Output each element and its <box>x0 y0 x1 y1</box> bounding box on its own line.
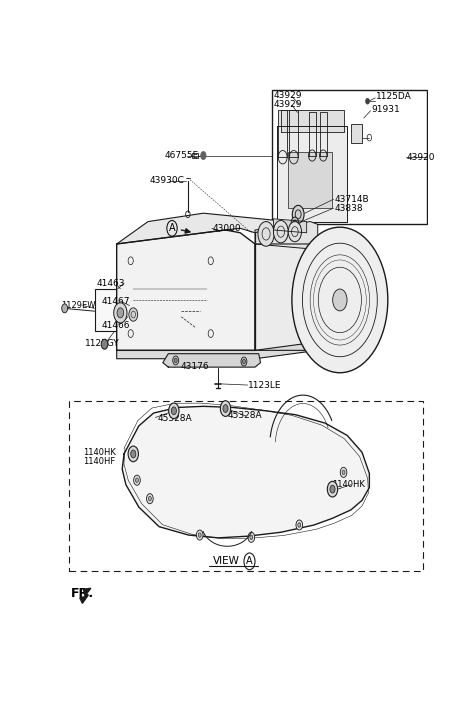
Text: 1123GY: 1123GY <box>85 339 119 348</box>
Text: 43930C: 43930C <box>150 176 185 185</box>
Text: 43000: 43000 <box>213 224 241 233</box>
Circle shape <box>129 308 138 321</box>
Circle shape <box>296 520 303 530</box>
Circle shape <box>198 533 201 537</box>
Polygon shape <box>281 110 344 132</box>
Text: 43176: 43176 <box>180 361 209 371</box>
Circle shape <box>291 217 298 228</box>
Bar <box>192 153 198 158</box>
Circle shape <box>220 401 231 417</box>
Text: 43920: 43920 <box>407 153 435 161</box>
Circle shape <box>330 485 335 493</box>
Circle shape <box>340 467 347 478</box>
Text: 43929: 43929 <box>273 91 302 100</box>
Text: 41466: 41466 <box>102 321 130 329</box>
Polygon shape <box>117 230 255 350</box>
Bar <box>95 289 181 331</box>
Bar <box>288 152 332 208</box>
Circle shape <box>241 357 247 366</box>
Circle shape <box>197 530 203 540</box>
Text: 41463: 41463 <box>96 278 125 288</box>
Text: 1125DA: 1125DA <box>376 92 412 101</box>
Circle shape <box>248 532 255 542</box>
Text: 1140HK: 1140HK <box>83 448 116 457</box>
Circle shape <box>366 98 369 104</box>
Text: VIEW: VIEW <box>213 556 239 566</box>
Circle shape <box>136 478 139 483</box>
Polygon shape <box>117 213 296 244</box>
Circle shape <box>333 289 347 311</box>
Bar <box>133 284 200 322</box>
Polygon shape <box>319 113 327 156</box>
Circle shape <box>250 535 253 539</box>
Circle shape <box>101 339 108 349</box>
Circle shape <box>223 405 228 412</box>
Text: A: A <box>246 556 253 566</box>
Circle shape <box>147 494 153 504</box>
Circle shape <box>342 470 345 475</box>
Polygon shape <box>273 219 307 233</box>
Circle shape <box>258 222 274 246</box>
Circle shape <box>171 407 177 414</box>
Circle shape <box>327 481 337 497</box>
Circle shape <box>128 446 139 462</box>
Polygon shape <box>255 244 318 350</box>
Circle shape <box>242 359 246 364</box>
Circle shape <box>117 308 124 318</box>
Text: 43714B: 43714B <box>334 195 369 204</box>
Circle shape <box>174 358 177 363</box>
Bar <box>69 401 423 571</box>
Circle shape <box>131 450 136 458</box>
Circle shape <box>173 356 178 365</box>
Polygon shape <box>122 406 369 538</box>
Circle shape <box>201 152 206 159</box>
Text: 43838: 43838 <box>334 204 363 213</box>
Circle shape <box>134 475 140 485</box>
Polygon shape <box>80 588 91 603</box>
Text: 1140HF: 1140HF <box>83 457 116 466</box>
Circle shape <box>292 227 388 373</box>
Circle shape <box>169 403 179 419</box>
Text: 43929: 43929 <box>273 100 302 108</box>
Circle shape <box>114 302 127 323</box>
Polygon shape <box>255 222 318 249</box>
Text: FR.: FR. <box>70 587 94 601</box>
Text: 45328A: 45328A <box>157 414 192 423</box>
Polygon shape <box>278 110 287 157</box>
Bar <box>351 124 362 143</box>
Text: 1140HK: 1140HK <box>333 481 366 489</box>
Text: 1129EW: 1129EW <box>61 301 96 310</box>
Text: 46755E: 46755E <box>165 151 199 160</box>
Polygon shape <box>308 113 316 156</box>
Polygon shape <box>163 354 260 367</box>
Text: 91931: 91931 <box>371 105 400 114</box>
Polygon shape <box>117 342 318 358</box>
Polygon shape <box>277 126 347 222</box>
Text: A: A <box>169 223 175 233</box>
Circle shape <box>274 220 288 243</box>
Circle shape <box>149 497 151 501</box>
Text: 41467: 41467 <box>102 297 130 305</box>
Circle shape <box>62 304 68 313</box>
Bar <box>272 90 426 225</box>
Bar <box>128 257 216 337</box>
Text: 45328A: 45328A <box>228 411 262 420</box>
Circle shape <box>292 205 304 223</box>
Circle shape <box>298 523 301 527</box>
Polygon shape <box>289 110 298 157</box>
Circle shape <box>288 222 301 242</box>
Text: 1123LE: 1123LE <box>248 380 282 390</box>
